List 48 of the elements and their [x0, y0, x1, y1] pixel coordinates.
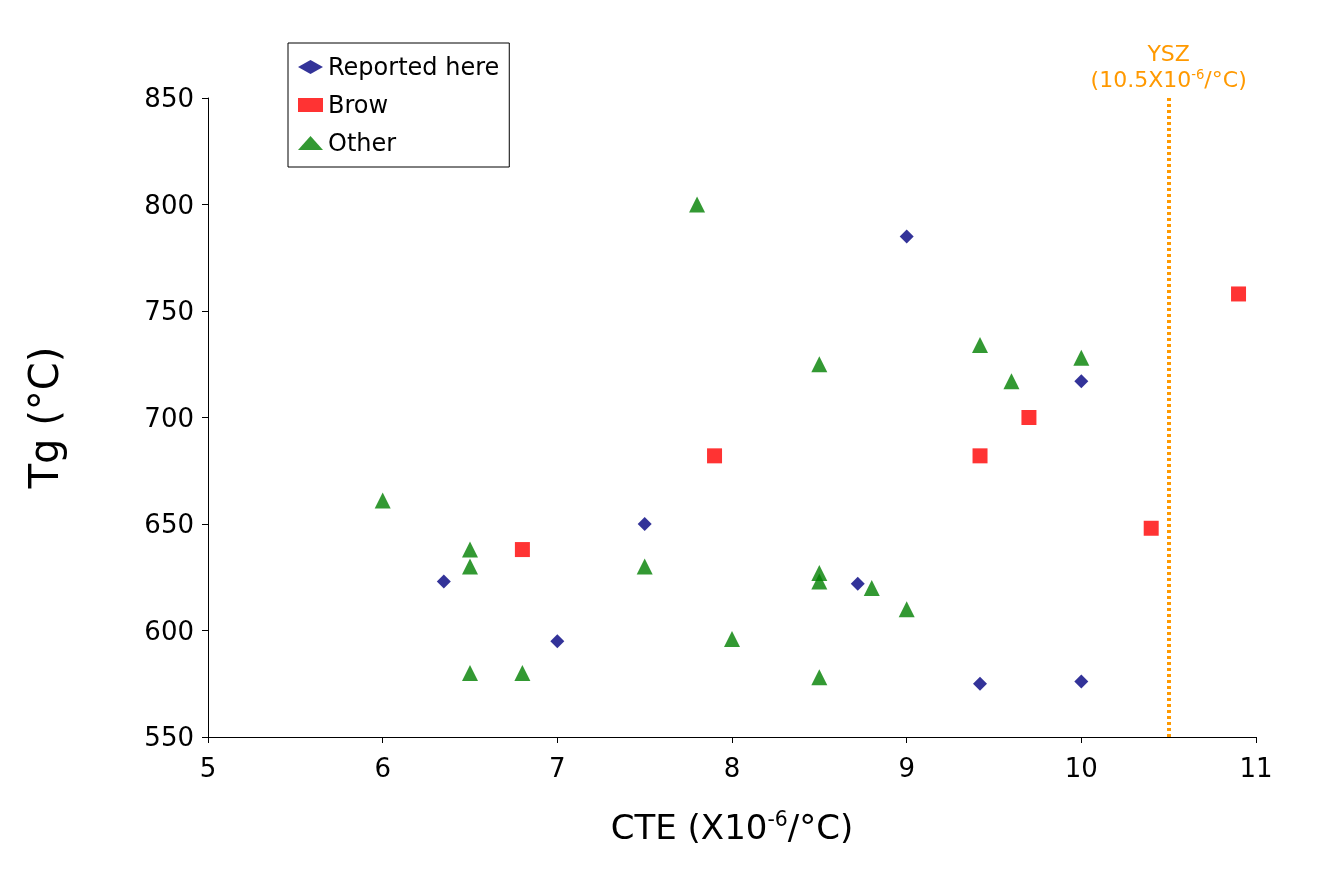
y-tick-label: 600 — [144, 615, 194, 646]
y-tick-label: 850 — [144, 83, 194, 113]
point — [811, 573, 828, 590]
point — [1143, 520, 1159, 536]
point — [689, 196, 706, 213]
x-tick-label: 9 — [898, 753, 915, 783]
point — [972, 448, 988, 464]
x-tick-label: 11 — [1239, 753, 1273, 783]
point — [636, 558, 653, 575]
point — [1074, 674, 1089, 689]
y-tick-label: 650 — [144, 509, 194, 539]
x-tick-label: 8 — [723, 753, 741, 783]
point — [1073, 349, 1090, 366]
point — [462, 558, 478, 575]
point — [374, 492, 391, 509]
point — [973, 676, 988, 691]
point — [707, 448, 723, 464]
legend-label: Reported here — [328, 53, 500, 81]
point — [1021, 410, 1037, 425]
point — [436, 574, 451, 589]
y-tick-label: 750 — [144, 296, 194, 326]
point — [1074, 374, 1089, 389]
point — [863, 579, 880, 596]
x-tick-label: 10 — [1064, 753, 1098, 783]
point — [850, 576, 865, 591]
point — [462, 665, 478, 682]
point — [899, 229, 914, 244]
point — [462, 541, 478, 558]
x-tick-label: 6 — [374, 753, 391, 783]
y-tick-label: 550 — [144, 722, 194, 752]
point — [514, 665, 531, 682]
legend-label: Brow — [328, 91, 389, 119]
point — [637, 517, 652, 531]
point — [1231, 286, 1247, 302]
point — [550, 634, 565, 649]
point — [514, 542, 530, 558]
point — [811, 669, 828, 686]
point — [972, 337, 989, 354]
point — [811, 356, 828, 373]
y-tick-label: 800 — [144, 189, 194, 220]
point — [1003, 373, 1020, 390]
legend-label: Other — [328, 129, 397, 157]
y-axis-title: Tg (°C) — [21, 346, 67, 490]
x-tick-label: 5 — [199, 753, 217, 783]
x-tick-label: 7 — [549, 753, 566, 783]
point — [898, 601, 915, 618]
y-tick-label: 700 — [144, 402, 194, 433]
point — [724, 631, 740, 648]
